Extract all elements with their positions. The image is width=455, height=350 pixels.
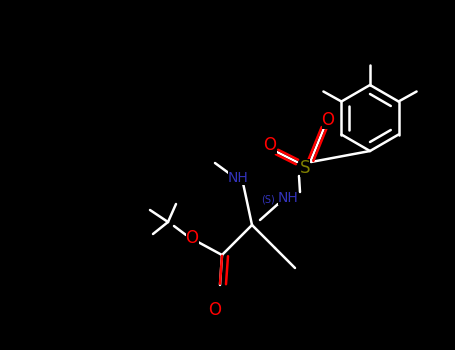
- Text: NH: NH: [228, 171, 248, 185]
- Text: O: O: [263, 136, 277, 154]
- Text: O: O: [322, 111, 334, 129]
- Text: (S): (S): [261, 194, 275, 204]
- Text: O: O: [186, 229, 198, 247]
- Text: O: O: [208, 301, 222, 319]
- Text: S: S: [300, 159, 310, 177]
- Text: NH: NH: [278, 191, 298, 205]
